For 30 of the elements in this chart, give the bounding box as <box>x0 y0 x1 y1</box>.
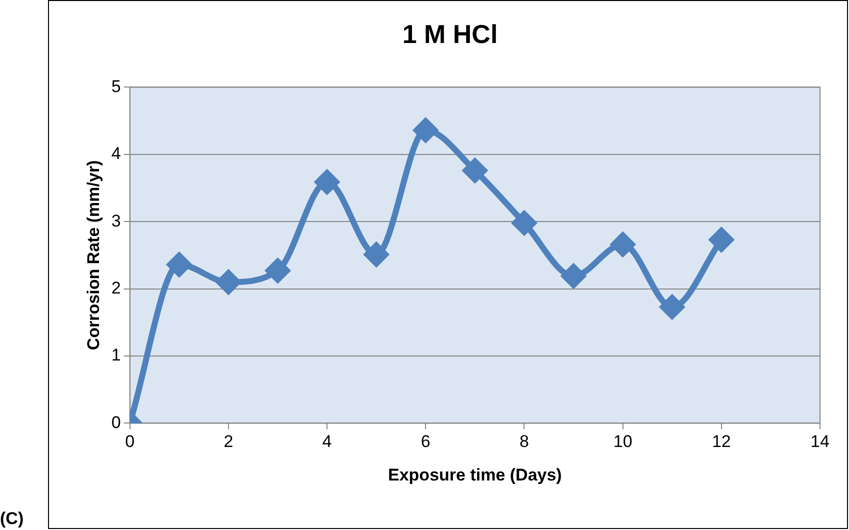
point <box>462 158 487 183</box>
y-tick-label: 3 <box>111 211 121 230</box>
point <box>610 232 635 256</box>
point <box>315 170 340 194</box>
x-tick-label: 10 <box>613 432 632 452</box>
x-tick-label: 4 <box>322 432 332 452</box>
x-axis-title: Exposure time (Days) <box>388 465 562 484</box>
point <box>167 252 192 277</box>
x-tick-label: 6 <box>420 432 430 452</box>
x-tick-label: 14 <box>810 432 830 452</box>
point <box>266 258 290 283</box>
point <box>512 210 536 235</box>
y-tick-label: 0 <box>111 412 121 432</box>
y-axis-title: Corrosion Rate (mm/yr) <box>84 160 103 350</box>
point <box>709 228 734 252</box>
x-tick-label: 0 <box>125 432 135 452</box>
x-tick-label: 12 <box>712 432 731 452</box>
y-tick-label: 2 <box>111 278 121 298</box>
chart-title: 1 M HCl <box>402 18 498 49</box>
text: (C) <box>0 509 24 528</box>
point <box>364 242 388 267</box>
x-tick-label: 2 <box>224 432 234 452</box>
point <box>562 264 586 288</box>
point <box>414 118 438 142</box>
point <box>660 294 684 319</box>
x-tick-label: 8 <box>519 432 529 452</box>
y-tick-label: 1 <box>111 346 121 365</box>
y-tick-label: 4 <box>111 144 121 164</box>
y-tick-label: 5 <box>111 76 121 96</box>
point <box>216 270 240 294</box>
